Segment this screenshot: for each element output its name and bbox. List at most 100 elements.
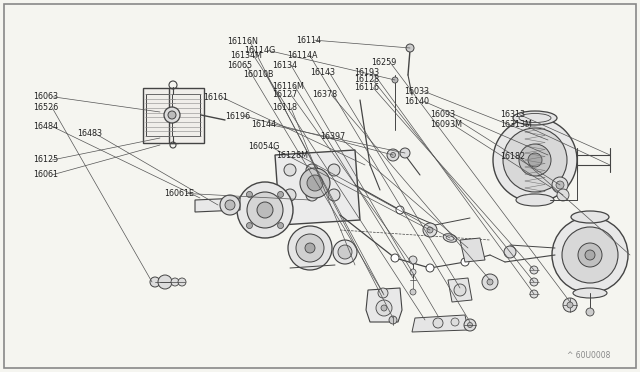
- Polygon shape: [275, 150, 360, 225]
- Circle shape: [225, 200, 235, 210]
- Circle shape: [567, 302, 573, 308]
- Circle shape: [296, 234, 324, 262]
- Ellipse shape: [516, 194, 554, 206]
- Circle shape: [237, 182, 293, 238]
- Circle shape: [400, 148, 410, 158]
- Text: 16128: 16128: [354, 76, 379, 84]
- Text: 16313M: 16313M: [500, 120, 532, 129]
- Text: 16196: 16196: [225, 112, 250, 121]
- Text: 16116N: 16116N: [227, 37, 258, 46]
- Circle shape: [168, 111, 176, 119]
- Circle shape: [454, 284, 466, 296]
- Circle shape: [278, 222, 284, 228]
- Text: 16484: 16484: [33, 122, 58, 131]
- Text: 16061E: 16061E: [164, 189, 194, 198]
- Circle shape: [530, 278, 538, 286]
- Text: 16193: 16193: [354, 68, 379, 77]
- Text: 16259: 16259: [371, 58, 397, 67]
- Circle shape: [376, 300, 392, 316]
- Circle shape: [552, 177, 568, 193]
- Text: 16134M: 16134M: [230, 51, 262, 60]
- Text: 16143: 16143: [310, 68, 335, 77]
- Text: 16063: 16063: [33, 92, 58, 101]
- Circle shape: [220, 195, 240, 215]
- Circle shape: [306, 189, 318, 201]
- Circle shape: [504, 246, 516, 258]
- Circle shape: [482, 274, 498, 290]
- Circle shape: [288, 226, 332, 270]
- Circle shape: [423, 223, 437, 237]
- Circle shape: [284, 189, 296, 201]
- Circle shape: [426, 264, 434, 272]
- Circle shape: [378, 288, 388, 298]
- Ellipse shape: [443, 234, 457, 242]
- Circle shape: [306, 164, 318, 176]
- Text: 16128M: 16128M: [276, 151, 308, 160]
- Ellipse shape: [573, 288, 607, 298]
- Circle shape: [409, 256, 417, 264]
- Text: 16140: 16140: [404, 97, 429, 106]
- Circle shape: [305, 243, 315, 253]
- Circle shape: [467, 323, 472, 327]
- Circle shape: [530, 266, 538, 274]
- Ellipse shape: [571, 211, 609, 223]
- Polygon shape: [448, 278, 472, 302]
- Text: 16114G: 16114G: [244, 46, 276, 55]
- Circle shape: [158, 275, 172, 289]
- Text: 16033: 16033: [404, 87, 429, 96]
- Circle shape: [396, 206, 404, 214]
- Text: ^ 60U0008: ^ 60U0008: [566, 351, 610, 360]
- Text: 16397: 16397: [320, 132, 345, 141]
- Bar: [143, 87, 177, 142]
- Circle shape: [300, 168, 330, 198]
- Circle shape: [464, 319, 476, 331]
- Circle shape: [171, 278, 179, 286]
- Text: 16061: 16061: [33, 170, 58, 179]
- Circle shape: [578, 243, 602, 267]
- Polygon shape: [412, 315, 468, 332]
- Circle shape: [552, 217, 628, 293]
- Text: 16127: 16127: [272, 90, 297, 99]
- Circle shape: [150, 277, 160, 287]
- Circle shape: [338, 245, 352, 259]
- Circle shape: [556, 181, 564, 189]
- Bar: [168, 87, 204, 142]
- Text: 16125: 16125: [33, 155, 58, 164]
- Bar: [146, 94, 174, 136]
- Text: 16483: 16483: [77, 129, 102, 138]
- Text: 16118: 16118: [272, 103, 297, 112]
- Circle shape: [392, 77, 398, 83]
- Circle shape: [307, 175, 323, 191]
- Text: 16093: 16093: [430, 110, 455, 119]
- Circle shape: [410, 269, 416, 275]
- Text: 16114A: 16114A: [287, 51, 317, 60]
- Circle shape: [585, 250, 595, 260]
- Text: 16526: 16526: [33, 103, 58, 112]
- Circle shape: [389, 316, 397, 324]
- Circle shape: [586, 308, 594, 316]
- Ellipse shape: [513, 111, 557, 125]
- Circle shape: [257, 202, 273, 218]
- Text: 16065: 16065: [227, 61, 252, 70]
- Circle shape: [493, 118, 577, 202]
- Circle shape: [410, 289, 416, 295]
- Circle shape: [528, 153, 542, 167]
- Circle shape: [557, 189, 569, 201]
- Circle shape: [278, 192, 284, 198]
- Circle shape: [562, 227, 618, 283]
- Circle shape: [246, 222, 252, 228]
- Circle shape: [461, 258, 469, 266]
- Bar: [172, 94, 200, 136]
- Circle shape: [451, 318, 459, 326]
- Circle shape: [433, 318, 443, 328]
- Text: 16116M: 16116M: [272, 82, 304, 91]
- Polygon shape: [195, 198, 240, 212]
- Text: 16116: 16116: [354, 83, 379, 92]
- Circle shape: [487, 279, 493, 285]
- Text: 16093M: 16093M: [430, 120, 462, 129]
- Circle shape: [391, 254, 399, 262]
- Circle shape: [390, 153, 396, 157]
- Text: 16378: 16378: [312, 90, 337, 99]
- Text: 16161: 16161: [204, 93, 228, 102]
- Text: 16313: 16313: [500, 110, 525, 119]
